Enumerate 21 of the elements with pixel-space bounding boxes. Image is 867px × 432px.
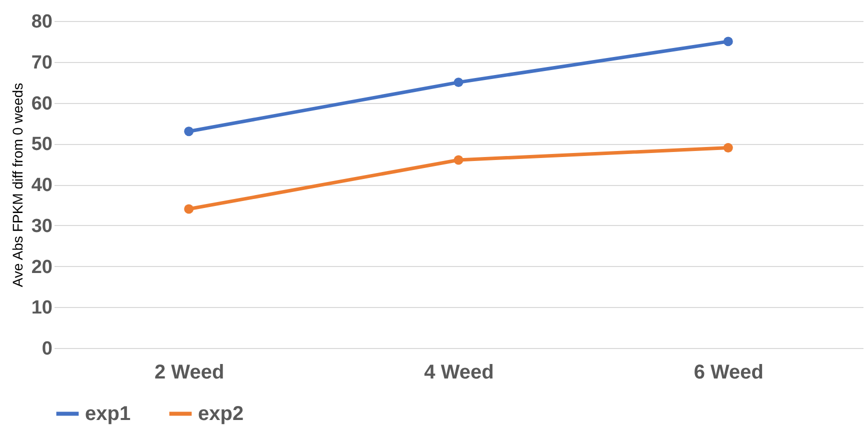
point [723, 142, 733, 152]
legend-label: exp1 [85, 402, 131, 425]
y-tick-label: 60 [31, 93, 52, 114]
x-tick-label: 6 Weed [694, 362, 764, 384]
y-tick-label: 30 [31, 216, 52, 237]
point [723, 36, 733, 46]
legend-label: exp2 [198, 402, 244, 425]
point [184, 204, 194, 214]
y-tick-label: 20 [31, 256, 52, 278]
y-axis-title: Ave Abs FPKM diff from 0 weeds [9, 82, 26, 288]
x-tick-label: 2 Weed [154, 362, 224, 384]
point [184, 126, 194, 136]
x-tick-label: 4 Weed [424, 362, 494, 384]
y-tick-label: 80 [31, 12, 52, 32]
y-tick-label: 10 [31, 298, 52, 319]
y-tick-label: 50 [31, 134, 52, 156]
y-tick-label: 40 [31, 175, 52, 196]
y-tick-label: 70 [31, 52, 52, 74]
y-tick-label: 0 [42, 338, 52, 360]
point [454, 155, 464, 165]
point [454, 78, 464, 88]
